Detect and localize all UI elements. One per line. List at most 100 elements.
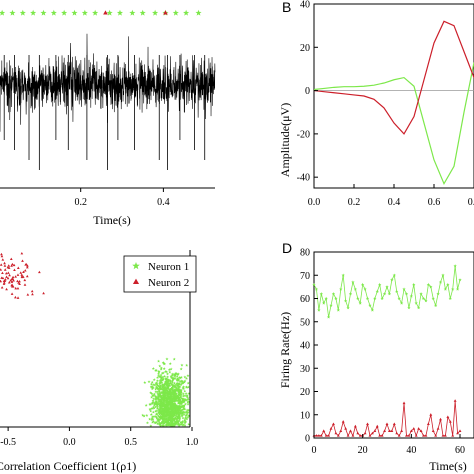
neuron1-point bbox=[158, 385, 162, 389]
neuron1-point bbox=[166, 386, 170, 390]
neuron1-point bbox=[161, 388, 165, 392]
d-rate-point-neuron2 bbox=[395, 431, 399, 435]
d-rate-point-neuron1 bbox=[382, 292, 387, 296]
neuron1-point bbox=[159, 411, 163, 414]
neuron1-point bbox=[177, 384, 181, 388]
d-rate-point-neuron1 bbox=[348, 292, 353, 296]
neuron2-point bbox=[2, 282, 6, 285]
d-rate-point-neuron2 bbox=[402, 401, 406, 405]
neuron1-spike-marker bbox=[195, 9, 202, 16]
neuron1-point bbox=[165, 414, 169, 418]
neuron1-point bbox=[185, 417, 189, 421]
neuron1-point bbox=[172, 409, 176, 413]
b-panel-letter: B bbox=[282, 0, 291, 15]
b-x-tick-label: 0.8 bbox=[468, 197, 474, 208]
neuron1-point bbox=[173, 372, 177, 376]
neuron1-point bbox=[164, 388, 168, 392]
neuron1-point bbox=[179, 383, 183, 387]
neuron1-spike-marker bbox=[9, 9, 16, 16]
d-rate-point-neuron1 bbox=[455, 287, 460, 291]
neuron1-point bbox=[167, 407, 171, 411]
neuron1-point bbox=[167, 378, 171, 382]
d-rate-point-neuron1 bbox=[339, 287, 343, 291]
neuron1-point bbox=[177, 376, 181, 379]
neuron1-point bbox=[156, 419, 160, 423]
neuron1-point bbox=[172, 372, 176, 376]
neuron1-spike-marker bbox=[40, 9, 47, 16]
neuron1-point bbox=[167, 381, 171, 385]
neuron1-point bbox=[176, 414, 180, 418]
neuron1-point bbox=[153, 421, 157, 425]
neuron1-point bbox=[168, 402, 172, 406]
neuron1-point bbox=[175, 418, 179, 422]
neuron1-point bbox=[176, 372, 180, 376]
neuron1-point bbox=[162, 414, 166, 417]
d-rate-point-neuron2 bbox=[319, 434, 323, 437]
neuron1-point bbox=[180, 379, 184, 383]
neuron1-point bbox=[155, 382, 159, 386]
neuron1-point bbox=[156, 390, 160, 394]
neuron1-point bbox=[159, 416, 163, 420]
neuron2-point bbox=[26, 264, 29, 267]
neuron1-point bbox=[164, 423, 168, 427]
neuron1-point bbox=[163, 406, 167, 410]
neuron1-point bbox=[162, 403, 166, 407]
neuron1-point bbox=[174, 383, 178, 387]
neuron1-point bbox=[179, 375, 183, 379]
neuron2-point bbox=[2, 281, 6, 284]
neuron1-point bbox=[176, 420, 180, 424]
d-rate-point-neuron2 bbox=[448, 420, 452, 423]
neuron1-point bbox=[176, 401, 180, 405]
neuron1-point bbox=[170, 401, 174, 405]
neuron1-point bbox=[167, 412, 171, 416]
b-x-tick-label: 0.2 bbox=[348, 197, 361, 208]
neuron1-point bbox=[163, 362, 167, 366]
neuron1-point bbox=[164, 405, 168, 409]
neuron1-point bbox=[169, 391, 173, 395]
neuron1-point bbox=[177, 394, 181, 398]
neuron1-point bbox=[165, 398, 169, 402]
neuron1-point bbox=[177, 408, 181, 412]
neuron1-point bbox=[175, 416, 179, 420]
neuron2-point bbox=[22, 270, 25, 273]
neuron1-point bbox=[161, 390, 165, 394]
d-rate-point-neuron1 bbox=[385, 285, 389, 289]
neuron1-point bbox=[176, 388, 180, 392]
neuron1-point bbox=[156, 414, 160, 418]
c-x-tick-label: 1.0 bbox=[186, 437, 199, 448]
neuron1-point bbox=[170, 386, 175, 390]
neuron1-point bbox=[168, 390, 172, 394]
neuron1-point bbox=[158, 380, 162, 384]
neuron1-point bbox=[181, 392, 185, 396]
d-rate-point-neuron1 bbox=[421, 296, 426, 300]
neuron1-point bbox=[176, 398, 180, 402]
neuron1-point bbox=[162, 424, 166, 428]
neuron1-point bbox=[168, 416, 172, 420]
neuron1-point bbox=[173, 407, 177, 411]
neuron1-point bbox=[167, 391, 171, 395]
d-rate-point-neuron1 bbox=[402, 287, 406, 291]
b-y-tick-label: 0 bbox=[305, 86, 310, 97]
neuron1-point bbox=[175, 377, 180, 381]
neuron1-point bbox=[171, 409, 175, 412]
neuron1-point bbox=[160, 380, 164, 384]
d-rate-point-neuron1 bbox=[429, 285, 433, 289]
neuron1-spike-marker bbox=[106, 9, 113, 16]
neuron1-point bbox=[157, 388, 161, 392]
neuron1-point bbox=[155, 379, 159, 383]
neuron2-point bbox=[7, 281, 11, 284]
neuron1-point bbox=[186, 374, 190, 378]
d-rate-point-neuron1 bbox=[343, 299, 348, 303]
neuron1-point bbox=[151, 410, 155, 414]
neuron1-point bbox=[159, 366, 163, 370]
neuron2-point bbox=[8, 273, 11, 277]
d-x-tick-label: 60 bbox=[455, 445, 465, 456]
b-x-tick-label: 0.4 bbox=[388, 197, 401, 208]
neuron1-point bbox=[155, 395, 159, 399]
neuron1-point bbox=[168, 405, 172, 409]
neuron1-point bbox=[147, 380, 151, 384]
neuron1-point bbox=[182, 404, 186, 408]
neuron1-point bbox=[150, 401, 154, 405]
neuron1-point bbox=[169, 422, 173, 426]
neuron1-point bbox=[169, 408, 173, 412]
